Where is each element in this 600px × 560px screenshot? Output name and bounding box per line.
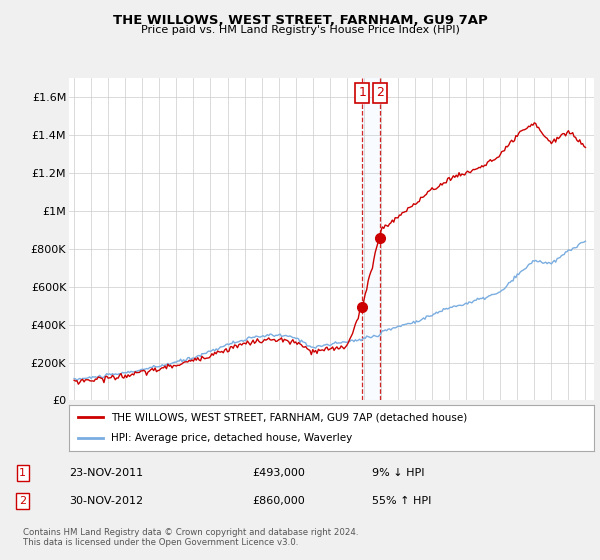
- Text: HPI: Average price, detached house, Waverley: HPI: Average price, detached house, Wave…: [111, 433, 352, 444]
- Text: 2: 2: [19, 496, 26, 506]
- Text: Contains HM Land Registry data © Crown copyright and database right 2024.
This d: Contains HM Land Registry data © Crown c…: [23, 528, 358, 547]
- Bar: [362, 78, 380, 400]
- Text: 9% ↓ HPI: 9% ↓ HPI: [372, 468, 425, 478]
- Text: 55% ↑ HPI: 55% ↑ HPI: [372, 496, 431, 506]
- Text: 23-NOV-2011: 23-NOV-2011: [69, 468, 143, 478]
- Text: £493,000: £493,000: [252, 468, 305, 478]
- Text: 2: 2: [376, 86, 383, 100]
- Text: Price paid vs. HM Land Registry's House Price Index (HPI): Price paid vs. HM Land Registry's House …: [140, 25, 460, 35]
- Text: THE WILLOWS, WEST STREET, FARNHAM, GU9 7AP (detached house): THE WILLOWS, WEST STREET, FARNHAM, GU9 7…: [111, 412, 467, 422]
- Text: THE WILLOWS, WEST STREET, FARNHAM, GU9 7AP: THE WILLOWS, WEST STREET, FARNHAM, GU9 7…: [113, 14, 487, 27]
- Text: £860,000: £860,000: [252, 496, 305, 506]
- Text: 1: 1: [19, 468, 26, 478]
- Text: 1: 1: [358, 86, 366, 100]
- Text: 30-NOV-2012: 30-NOV-2012: [69, 496, 143, 506]
